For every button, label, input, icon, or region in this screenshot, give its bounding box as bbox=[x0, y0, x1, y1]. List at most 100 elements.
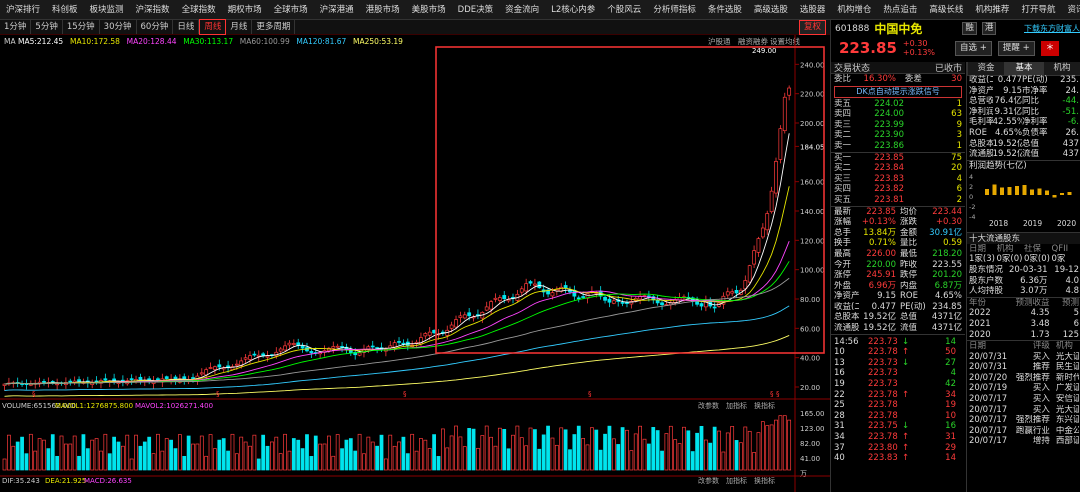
menu-item-7[interactable]: 沪深港通 bbox=[319, 4, 354, 15]
period-tab-2[interactable]: 15分钟 bbox=[63, 20, 100, 34]
volume-bar bbox=[445, 447, 450, 471]
profit-bar bbox=[1030, 189, 1034, 195]
menu-item-4[interactable]: 全球指数 bbox=[181, 4, 216, 15]
hk-connect-label[interactable]: 沪股通 bbox=[708, 36, 731, 46]
tab-basic[interactable]: 基本 bbox=[1005, 62, 1043, 76]
period-tab-8[interactable]: 更多周期 bbox=[252, 20, 296, 34]
kline-chart-area[interactable]: MA MA5:212.45 MA10:172.58 MA20:128.44 MA30:1… bbox=[0, 35, 830, 492]
macd-btn-0[interactable]: 改参数 bbox=[698, 476, 719, 485]
menu-item-0[interactable]: 沪深排行 bbox=[6, 4, 41, 15]
menu-item-5[interactable]: 期权市场 bbox=[227, 4, 262, 15]
volume-bar bbox=[432, 434, 436, 471]
volume-bar bbox=[774, 419, 778, 471]
menu-item-20[interactable]: 高级长线 bbox=[929, 4, 964, 15]
candle-body bbox=[765, 213, 770, 231]
rating-row[interactable]: 20/07/17 强烈推荐 东兴证 bbox=[969, 415, 1079, 426]
rating-row[interactable]: 20/07/17 增持 西部证 bbox=[969, 436, 1079, 447]
profit-bar bbox=[1037, 188, 1042, 195]
volume-bar bbox=[50, 434, 55, 471]
menu-item-6[interactable]: 全球市场 bbox=[273, 4, 308, 15]
volume-bar bbox=[270, 441, 274, 471]
vol-btn-2[interactable]: 换指标 bbox=[754, 401, 775, 410]
rating-row[interactable]: 20/07/31 推荐 民生证 bbox=[969, 362, 1079, 373]
rating-row[interactable]: 20/07/17 跑赢行业 中金公 bbox=[969, 425, 1079, 436]
volume-bar bbox=[712, 426, 717, 471]
macd-btn-2[interactable]: 换指标 bbox=[754, 476, 775, 485]
volume-bar bbox=[476, 447, 480, 471]
trade-button[interactable]: ＊ bbox=[1040, 40, 1060, 56]
period-tab-3[interactable]: 30分钟 bbox=[100, 20, 137, 34]
period-tab-0[interactable]: 1分钟 bbox=[0, 20, 32, 34]
menu-item-11[interactable]: 资金流向 bbox=[505, 4, 540, 15]
tick-row: 10 223.78 ↑ 50 bbox=[834, 347, 956, 358]
stat-row: 涨停 245.91 跌停 201.20 bbox=[834, 270, 962, 281]
vol-btn-0[interactable]: 改参数 bbox=[698, 401, 719, 410]
volume-bar bbox=[677, 443, 682, 471]
closed-label: 已收市 bbox=[934, 64, 962, 74]
tab-institution[interactable]: 机构 bbox=[1043, 62, 1080, 76]
rating-row[interactable]: 20/07/17 买入 光大证 bbox=[969, 404, 1079, 415]
menu-item-14[interactable]: 分析师指标 bbox=[653, 4, 696, 15]
profit-ytick: 4 bbox=[969, 173, 973, 181]
menu-item-8[interactable]: 港股市场 bbox=[365, 4, 400, 15]
candle-body bbox=[243, 357, 248, 360]
dk-signal-banner[interactable]: DK点自动提示涨跌信号 bbox=[834, 85, 962, 98]
add-watchlist-button[interactable]: 自选 + bbox=[955, 40, 992, 56]
menu-item-15[interactable]: 条件选股 bbox=[707, 4, 742, 15]
macd-btn-1[interactable]: 加指标 bbox=[726, 476, 747, 485]
volume-bar bbox=[414, 450, 419, 471]
volume-bar bbox=[327, 435, 331, 471]
menu-item-18[interactable]: 机构增仓 bbox=[837, 4, 872, 15]
price-row: 223.85 +0.30 +0.13% 自选 + 提醒 + ＊ bbox=[831, 37, 1080, 59]
tab-fund[interactable]: 资金 bbox=[967, 62, 1005, 76]
stat-row: 最新 223.85 均价 223.44 bbox=[834, 206, 962, 217]
menu-item-19[interactable]: 热点追击 bbox=[883, 4, 918, 15]
trade-status-label: 交易状态 bbox=[834, 64, 871, 74]
rating-row[interactable]: 20/07/17 买入 安信证 bbox=[969, 394, 1079, 405]
period-tab-5[interactable]: 日线 bbox=[173, 20, 200, 34]
sell-book: 卖五 224.02 1 卖四 224.00 63 卖三 223.99 9 卖二 223.90 3 卖一 2… bbox=[831, 99, 965, 153]
menu-item-10[interactable]: DDE决策 bbox=[457, 4, 494, 15]
vol-btn-1[interactable]: 加指标 bbox=[726, 401, 747, 410]
volume-bar bbox=[313, 435, 318, 471]
menu-item-3[interactable]: 沪深指数 bbox=[135, 4, 170, 15]
period-tab-7[interactable]: 月线 bbox=[226, 20, 253, 34]
menu-item-9[interactable]: 美股市场 bbox=[411, 4, 446, 15]
volume-bar bbox=[462, 446, 467, 471]
volume-bar bbox=[410, 433, 415, 471]
menu-item-23[interactable]: 资讯 bbox=[1067, 4, 1080, 15]
kline-svg[interactable]: MA MA5:212.45 MA10:172.58 MA20:128.44 MA30:1… bbox=[0, 35, 830, 492]
menu-item-2[interactable]: 板块监测 bbox=[89, 4, 124, 15]
volume-bar bbox=[440, 428, 445, 471]
menu-item-13[interactable]: 个股风云 bbox=[607, 4, 642, 15]
candle-body bbox=[743, 280, 748, 290]
menu-item-12[interactable]: L2核心内参 bbox=[551, 4, 596, 15]
hk-tag[interactable]: 港 bbox=[981, 22, 997, 35]
menu-item-17[interactable]: 选股器 bbox=[799, 4, 826, 15]
period-tab-6[interactable]: 周线 bbox=[199, 19, 227, 35]
alert-button[interactable]: 提醒 + bbox=[997, 40, 1035, 56]
holders-title[interactable]: 十大流通股东 bbox=[967, 231, 1080, 244]
ma-setting[interactable]: 设置均线 bbox=[770, 36, 800, 46]
rating-row[interactable]: 20/07/20 强烈推荐 新时代 bbox=[969, 372, 1079, 383]
volume-bar bbox=[769, 424, 774, 471]
period-tab-1[interactable]: 5分钟 bbox=[31, 20, 63, 34]
volume-bar bbox=[265, 445, 270, 471]
margin-label[interactable]: 融资融券 bbox=[738, 36, 768, 46]
menu-item-1[interactable]: 科创板 bbox=[52, 4, 78, 15]
candle-body bbox=[778, 128, 783, 160]
rating-row[interactable]: 20/07/31 买入 光大证 bbox=[969, 351, 1079, 362]
volume-bar bbox=[147, 436, 152, 471]
fuquan-button[interactable]: 复权 bbox=[798, 19, 826, 35]
menu-item-22[interactable]: 打开导航 bbox=[1021, 4, 1056, 15]
promo-link[interactable]: 下载东方财富人 bbox=[1024, 24, 1080, 33]
rating-row[interactable]: 20/07/19 买入 广发证 bbox=[969, 383, 1079, 394]
margin-tag[interactable]: 融 bbox=[962, 22, 977, 35]
period-tab-4[interactable]: 60分钟 bbox=[137, 20, 174, 34]
candle-body bbox=[213, 366, 217, 370]
volume-bar bbox=[519, 437, 524, 471]
macd-dea: DEA:21.925 bbox=[45, 477, 86, 485]
menu-item-16[interactable]: 高级选股 bbox=[753, 4, 788, 15]
menu-item-21[interactable]: 机构推荐 bbox=[975, 4, 1010, 15]
